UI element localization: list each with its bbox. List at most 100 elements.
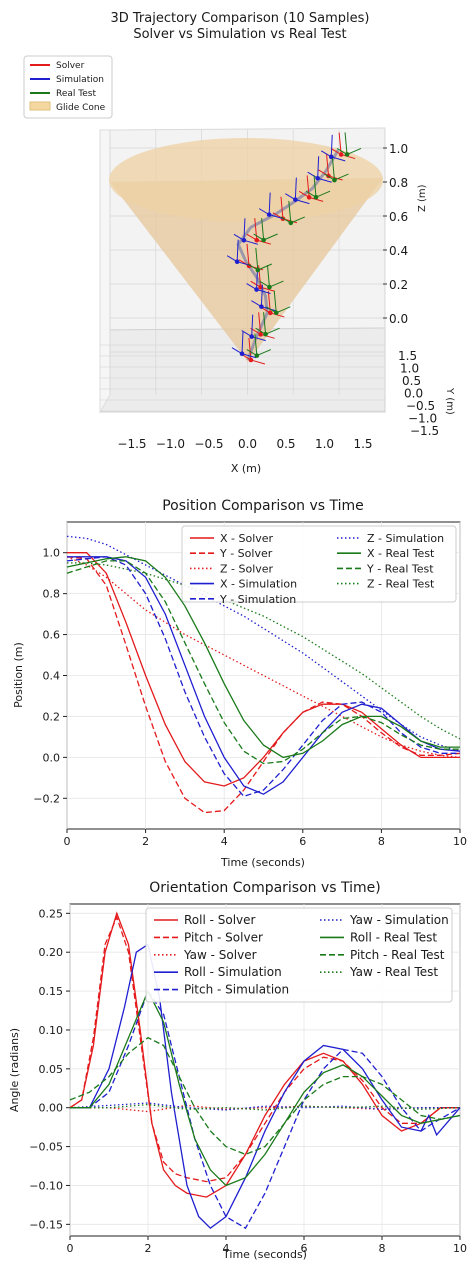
series-line-3 bbox=[67, 556, 461, 795]
attitude-axis-real bbox=[346, 147, 362, 155]
sample-point-real bbox=[273, 310, 279, 316]
legend-label: Z - Simulation bbox=[367, 532, 444, 545]
x-axis-label: X (m) bbox=[231, 462, 261, 475]
attitude-axis-simulation bbox=[243, 218, 246, 241]
sample-point-real bbox=[263, 331, 268, 337]
legend-label: X - Real Test bbox=[367, 547, 435, 560]
x-tick-label: 8 bbox=[378, 835, 385, 848]
legend-label: Yaw - Simulation bbox=[349, 913, 449, 927]
series-line-4 bbox=[66, 556, 460, 798]
x-axis-label-orientation: Time (seconds) bbox=[222, 1248, 307, 1261]
sample-point-real bbox=[267, 284, 272, 290]
y-tick-label: −1.0 bbox=[408, 412, 437, 426]
z-tick-label: 1.0 bbox=[389, 142, 408, 156]
x-tick-label: −1.0 bbox=[156, 437, 185, 451]
series-line-1 bbox=[66, 556, 461, 814]
y-tick-label: 0.8 bbox=[43, 588, 61, 601]
series-line-8 bbox=[67, 562, 461, 740]
glide-cone bbox=[110, 178, 383, 362]
attitude-axis-simulation bbox=[251, 314, 254, 337]
y-tick-label: 0.0 bbox=[404, 387, 423, 401]
x-tick-label: 1.0 bbox=[315, 437, 334, 451]
attitude-axis-real bbox=[290, 216, 305, 224]
attitude-axis-solver bbox=[246, 243, 250, 266]
attitude-axis-simulation bbox=[295, 199, 310, 205]
legend-cone-label: Glide Cone bbox=[56, 103, 106, 113]
x-tick-label: 0 bbox=[67, 1242, 74, 1255]
y-axis-label-position: Position (m) bbox=[12, 642, 25, 708]
x-tick-label: 4 bbox=[223, 1242, 230, 1255]
x-tick-label: 6 bbox=[299, 835, 306, 848]
z-axis-label: Z (m) bbox=[417, 184, 428, 212]
attitude-axis-solver bbox=[270, 312, 285, 318]
legend-label: Yaw - Real Test bbox=[349, 965, 438, 979]
y-tick-label: 0.0 bbox=[43, 751, 61, 764]
legend-label: Pitch - Real Test bbox=[350, 948, 445, 962]
legend-label: Roll - Simulation bbox=[184, 965, 282, 979]
attitude-axis-real bbox=[266, 265, 270, 288]
x-tick-label: 8 bbox=[379, 1242, 386, 1255]
sample-point-real bbox=[254, 353, 260, 358]
attitude-axis-solver bbox=[306, 175, 310, 198]
sample-point-simulation bbox=[328, 154, 334, 160]
sample-point-simulation bbox=[234, 259, 240, 265]
z-tick-label: 0.4 bbox=[389, 244, 408, 258]
attitude-axis-simulation bbox=[268, 192, 271, 215]
legend-cone-swatch bbox=[29, 101, 51, 111]
attitude-axis-real bbox=[257, 263, 273, 271]
y-tick-label: 0.10 bbox=[39, 1024, 64, 1037]
legend-solver-label: Solver bbox=[56, 61, 85, 71]
sample-point-real bbox=[288, 220, 294, 226]
y-tick-label: −1.5 bbox=[410, 424, 439, 438]
attitude-axis-simulation bbox=[243, 239, 259, 245]
attitude-axis-solver bbox=[328, 175, 343, 181]
x-tick-label: −0.5 bbox=[194, 437, 223, 451]
attitude-axis-real bbox=[315, 190, 331, 198]
sample-point-simulation bbox=[241, 238, 247, 243]
attitude-axis-real bbox=[313, 175, 317, 198]
y-tick-label: −0.15 bbox=[29, 1218, 63, 1231]
x-axis-label-position: Time (seconds) bbox=[220, 856, 305, 869]
y-tick-label: 0.20 bbox=[39, 946, 64, 959]
series-line-2 bbox=[70, 1104, 460, 1113]
attitude-axis-simulation bbox=[236, 239, 239, 262]
attitude-axis-simulation bbox=[251, 336, 266, 342]
legend-position: X - Solver Y - Solver Z - Solver X - Simula… bbox=[181, 525, 457, 606]
sample-point-solver bbox=[338, 152, 344, 157]
x-tick-label: 0 bbox=[64, 835, 71, 848]
y-tick-label: 0.2 bbox=[43, 710, 61, 723]
legend-label: Y - Simulation bbox=[219, 593, 296, 606]
attitude-axis-real bbox=[273, 290, 277, 313]
chart-title-orientation: Orientation Comparison vs Time) bbox=[149, 880, 381, 896]
y-axis-label-orientation: Angle (radians) bbox=[8, 1028, 21, 1112]
attitude-axis-real bbox=[334, 173, 349, 181]
x-tick-label: 1.5 bbox=[353, 437, 372, 451]
sample-point-simulation bbox=[254, 287, 259, 292]
sample-point-real bbox=[313, 194, 319, 200]
legend-label: Roll - Real Test bbox=[350, 930, 437, 944]
y-tick-label: 0.6 bbox=[43, 629, 61, 642]
x-tick-label: 2 bbox=[145, 1242, 152, 1255]
legend-label: X - Solver bbox=[220, 532, 274, 545]
z-axis-ticks: 1.0 0.8 0.6 0.4 0.2 0.0 bbox=[383, 142, 408, 326]
sample-point-real bbox=[332, 177, 337, 183]
sample-point-simulation bbox=[315, 175, 320, 181]
attitude-axis-solver bbox=[260, 286, 275, 292]
series-line-0 bbox=[67, 552, 460, 787]
sample-point-solver bbox=[268, 310, 273, 316]
legend-label: Z - Solver bbox=[220, 562, 274, 575]
series-line-7 bbox=[66, 560, 460, 765]
sample-point-simulation bbox=[249, 334, 254, 339]
glide-cone-top bbox=[109, 138, 383, 222]
series-line-6 bbox=[70, 989, 461, 1187]
legend-label: Yaw - Solver bbox=[183, 948, 257, 962]
series-line-1 bbox=[69, 915, 460, 1183]
series-line-4 bbox=[70, 989, 461, 1230]
position-panel: Position Comparison vs Time 0 2 4 6 8 10 −0.2 0… bbox=[12, 498, 467, 869]
attitude-axis-solver bbox=[250, 359, 266, 365]
attitude-axis-solver bbox=[341, 154, 356, 160]
attitude-axis-simulation bbox=[260, 284, 263, 307]
attitude-axis-simulation bbox=[269, 214, 284, 220]
attitude-axis-simulation bbox=[241, 353, 257, 359]
z-tick-label: 0.6 bbox=[389, 210, 408, 224]
